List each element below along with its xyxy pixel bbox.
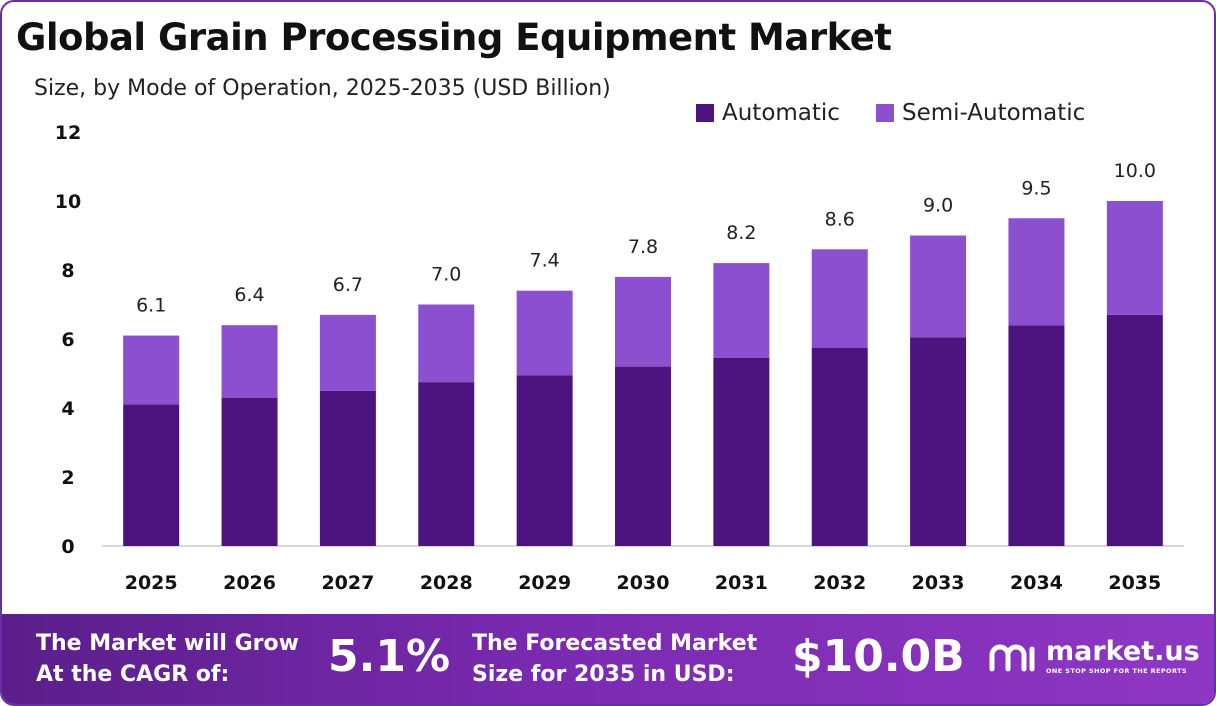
legend-item-automatic: Automatic <box>696 100 840 126</box>
bar-semi-automatic <box>615 276 671 367</box>
bar-automatic <box>1008 325 1065 546</box>
x-tick-label: 2031 <box>715 572 768 594</box>
total-data-label: 8.6 <box>825 208 855 230</box>
bar-semi-automatic <box>811 249 868 348</box>
x-tick-label: 2026 <box>223 572 276 594</box>
legend-swatch-semi-automatic <box>875 104 894 122</box>
bar-automatic <box>123 404 180 546</box>
x-tick-label: 2028 <box>420 572 473 594</box>
footer-banner: The Market will Grow At the CAGR of: 5.1… <box>2 614 1214 704</box>
bar-automatic <box>418 382 475 546</box>
forecast-text-line1: The Forecasted Market <box>472 631 758 656</box>
chart-title: Global Grain Processing Equipment Market <box>16 16 892 59</box>
total-data-label: 7.8 <box>628 236 658 258</box>
bar-semi-automatic <box>418 304 475 383</box>
bar-automatic <box>516 375 573 546</box>
bar-automatic <box>319 390 376 546</box>
y-tick-label: 8 <box>61 260 74 282</box>
cagr-value: 5.1% <box>328 631 451 682</box>
cagr-text-line2: At the CAGR of: <box>36 662 230 687</box>
bar-automatic <box>713 357 770 546</box>
legend-label-automatic: Automatic <box>722 100 840 126</box>
bar-automatic <box>811 347 868 546</box>
total-data-label: 6.7 <box>333 274 363 296</box>
logo-tagline: ONE STOP SHOP FOR THE REPORTS <box>1046 667 1187 675</box>
y-tick-label: 12 <box>55 122 81 144</box>
x-tick-label: 2032 <box>813 572 866 594</box>
bar-semi-automatic <box>319 314 376 391</box>
x-tick-label: 2029 <box>518 572 571 594</box>
bar-automatic <box>1106 314 1163 546</box>
bar-semi-automatic <box>221 325 278 398</box>
x-tick-label: 2027 <box>321 572 374 594</box>
y-tick-label: 0 <box>61 536 74 558</box>
total-data-label: 9.5 <box>1021 177 1051 199</box>
x-tick-label: 2025 <box>125 572 178 594</box>
y-tick-label: 6 <box>61 329 74 351</box>
market-us-logo: market.us ONE STOP SHOP FOR THE REPORTS <box>988 638 1200 675</box>
y-tick-label: 2 <box>61 467 74 489</box>
bar-semi-automatic <box>1008 218 1065 326</box>
bar-automatic <box>615 366 671 546</box>
total-data-label: 8.2 <box>726 222 756 244</box>
y-tick-label: 4 <box>61 398 74 420</box>
bar-chart: 0 2 4 6 8 10 12 6.1 2025 6.4 2026 6.7 2027 7.0 2028 7.4… <box>55 122 1184 594</box>
bar-automatic <box>221 397 278 546</box>
total-data-label: 7.4 <box>530 250 560 272</box>
total-data-label: 6.1 <box>136 295 166 317</box>
cagr-text-line1: The Market will Grow <box>36 631 299 656</box>
x-tick-label: 2030 <box>617 572 670 594</box>
total-data-label: 9.0 <box>923 195 953 217</box>
chart-subtitle: Size, by Mode of Operation, 2025-2035 (U… <box>34 76 611 101</box>
bar-semi-automatic <box>713 263 770 358</box>
x-tick-label: 2035 <box>1108 572 1161 594</box>
legend-swatch-automatic <box>696 104 714 122</box>
bar-semi-automatic <box>1106 201 1163 315</box>
total-data-label: 6.4 <box>234 284 264 306</box>
cagr-text: The Market will Grow At the CAGR of: <box>36 628 299 690</box>
bar-automatic <box>910 337 967 546</box>
forecast-value: $10.0B <box>792 631 965 682</box>
bar-semi-automatic <box>123 335 180 405</box>
forecast-text: The Forecasted Market Size for 2035 in U… <box>472 628 757 690</box>
x-tick-label: 2033 <box>912 572 965 594</box>
market-us-logo-icon <box>989 644 1035 671</box>
x-tick-label: 2034 <box>1010 572 1063 594</box>
total-data-label: 10.0 <box>1114 160 1156 182</box>
y-tick-label: 10 <box>55 191 81 213</box>
legend: Automatic Semi-Automatic <box>696 100 1121 126</box>
bar-semi-automatic <box>516 290 573 376</box>
total-data-label: 7.0 <box>431 264 461 286</box>
bar-semi-automatic <box>910 235 967 338</box>
logo-name: market.us <box>1046 636 1200 667</box>
forecast-text-line2: Size for 2035 in USD: <box>472 662 735 687</box>
legend-label-semi-automatic: Semi-Automatic <box>901 100 1086 126</box>
legend-item-semi-automatic: Semi-Automatic <box>875 100 1086 126</box>
